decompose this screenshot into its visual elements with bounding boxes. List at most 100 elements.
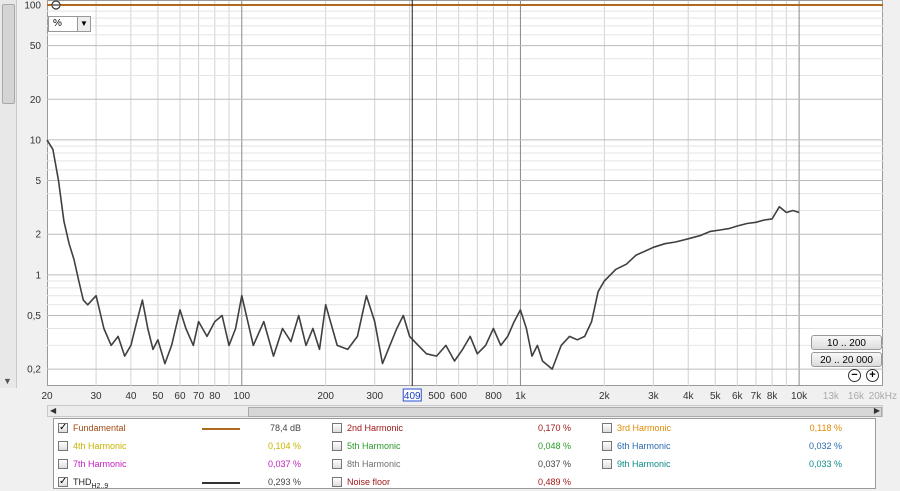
thd-chart: 100 50 20 10 5 2 1 0,5 0,2 20 30 40 50 60 70 80 100 200 3… [24, 0, 897, 402]
legend-checkbox[interactable] [58, 441, 68, 451]
legend-label: 3rd Harmonic [617, 423, 672, 433]
x-tick-label: 70 [193, 391, 205, 402]
y-tick-label: 100 [24, 1, 41, 12]
x-tick-label: 800 [485, 391, 502, 402]
vertical-scrollbar[interactable]: ▼ [0, 0, 17, 388]
legend-value: 0,033 % [808, 459, 842, 469]
range-10-200-button[interactable]: 10 .. 200 [811, 335, 882, 350]
legend-line-swatch [202, 428, 240, 430]
legend-value: 0,170 % [537, 423, 571, 433]
unit-dropdown-value: % [53, 18, 62, 29]
x-tick-label: 50 [152, 391, 164, 402]
horizontal-scrollbar[interactable]: ◀ ▶ [47, 405, 883, 417]
legend-item-2nd-harmonic: 2nd Harmonic 0,170 % [328, 420, 598, 437]
legend-value: 0,104 % [267, 441, 301, 451]
y-tick-label: 2 [35, 230, 41, 241]
legend-checkbox[interactable] [332, 459, 342, 469]
legend-value: 0,293 % [267, 477, 301, 487]
x-tick-label: 600 [450, 391, 467, 402]
x-tick-label: 20kHz [869, 391, 897, 402]
x-tick-label: 13k [823, 391, 840, 402]
legend-label: 9th Harmonic [617, 459, 671, 469]
y-tick-label: 0,5 [27, 311, 41, 322]
legend-value: 0,037 % [537, 459, 571, 469]
legend-item-3rd-harmonic: 3rd Harmonic 0,118 % [598, 420, 868, 437]
legend-label: 8th Harmonic [347, 459, 401, 469]
cursor-value-label: 409 [404, 391, 421, 402]
horizontal-scroll-thumb[interactable] [248, 407, 882, 417]
thd-series-line [46, 139, 800, 370]
legend-item-thd: ✓ THDH2..9 0,293 % [54, 474, 324, 491]
vertical-scroll-thumb[interactable] [2, 4, 15, 104]
legend-checkbox[interactable] [332, 477, 342, 487]
x-tick-label: 8k [767, 391, 779, 402]
zoom-in-icon[interactable]: + [866, 369, 879, 382]
legend-value: 0,489 % [537, 477, 571, 487]
cursor-value-box [402, 388, 422, 402]
legend-checkbox[interactable] [602, 423, 612, 433]
x-tick-label: 100 [233, 391, 250, 402]
legend-value: 78,4 dB [269, 423, 301, 433]
legend-item-5th-harmonic: 5th Harmonic 0,048 % [328, 438, 598, 455]
legend-value: 0,037 % [267, 459, 301, 469]
x-tick-label: 10k [791, 391, 808, 402]
legend-checkbox[interactable] [332, 441, 342, 451]
legend-panel: ✓ Fundamental 78,4 dB 2nd Harmonic 0,170 % 3r… [53, 418, 876, 491]
legend-label: 6th Harmonic [617, 441, 671, 451]
legend-label: Fundamental [73, 423, 126, 433]
range-20-20000-button[interactable]: 20 .. 20 000 [811, 352, 882, 367]
x-tick-label: 200 [317, 391, 334, 402]
x-tick-label: 20 [41, 391, 53, 402]
legend-line-swatch [202, 482, 240, 484]
plot-area[interactable] [47, 0, 883, 386]
x-tick-label: 300 [366, 391, 383, 402]
legend-value: 0,032 % [808, 441, 842, 451]
x-tick-label: 80 [209, 391, 221, 402]
legend-value: 0,048 % [537, 441, 571, 451]
y-tick-label: 1 [35, 270, 41, 281]
zoom-out-icon[interactable]: − [848, 369, 861, 382]
x-tick-label: 2k [599, 391, 611, 402]
legend-label: 4th Harmonic [73, 441, 127, 451]
legend-item-8th-harmonic: 8th Harmonic 0,037 % [328, 456, 598, 473]
x-tick-label: 5k [710, 391, 722, 402]
legend-label: 5th Harmonic [347, 441, 401, 451]
legend-item-noise-floor: Noise floor 0,489 % [328, 474, 598, 491]
y-tick-label: 5 [35, 176, 41, 187]
chevron-down-icon[interactable]: ▼ [77, 17, 90, 31]
legend-label: Noise floor [347, 477, 391, 487]
legend-checkbox[interactable]: ✓ [58, 476, 68, 487]
scroll-right-arrow-icon[interactable]: ▶ [873, 406, 880, 415]
x-tick-label: 1k [515, 391, 527, 402]
legend-item-7th-harmonic: 7th Harmonic 0,037 % [54, 456, 324, 473]
x-tick-label: 40 [125, 391, 137, 402]
legend-item-fundamental: ✓ Fundamental 78,4 dB [54, 420, 324, 437]
x-tick-label: 6k [732, 391, 744, 402]
y-tick-label: 10 [30, 135, 42, 146]
legend-label: THDH2..9 [73, 477, 109, 490]
legend-checkbox[interactable] [602, 459, 612, 469]
x-tick-label: 3k [648, 391, 660, 402]
unit-dropdown[interactable]: % ▼ [48, 16, 91, 32]
legend-item-4th-harmonic: 4th Harmonic 0,104 % [54, 438, 324, 455]
legend-checkbox[interactable] [332, 423, 342, 433]
legend-label: 7th Harmonic [73, 459, 127, 469]
legend-checkbox[interactable]: ✓ [58, 422, 68, 433]
legend-label: 2nd Harmonic [347, 423, 404, 433]
x-tick-label: 30 [91, 391, 103, 402]
y-tick-label: 0,2 [27, 365, 41, 376]
legend-checkbox[interactable] [602, 441, 612, 451]
legend-checkbox[interactable] [58, 459, 68, 469]
x-tick-label: 60 [174, 391, 186, 402]
scroll-down-arrow-icon[interactable]: ▼ [3, 376, 12, 386]
y-tick-label: 20 [30, 95, 42, 106]
x-tick-label: 7k [751, 391, 763, 402]
y-tick-label: 50 [30, 41, 42, 52]
legend-value: 0,118 % [809, 423, 842, 433]
scroll-left-arrow-icon[interactable]: ◀ [50, 406, 57, 415]
legend-item-9th-harmonic: 9th Harmonic 0,033 % [598, 456, 868, 473]
x-tick-label: 500 [428, 391, 445, 402]
legend-item-6th-harmonic: 6th Harmonic 0,032 % [598, 438, 868, 455]
x-tick-label: 16k [848, 391, 865, 402]
x-tick-label: 4k [683, 391, 695, 402]
